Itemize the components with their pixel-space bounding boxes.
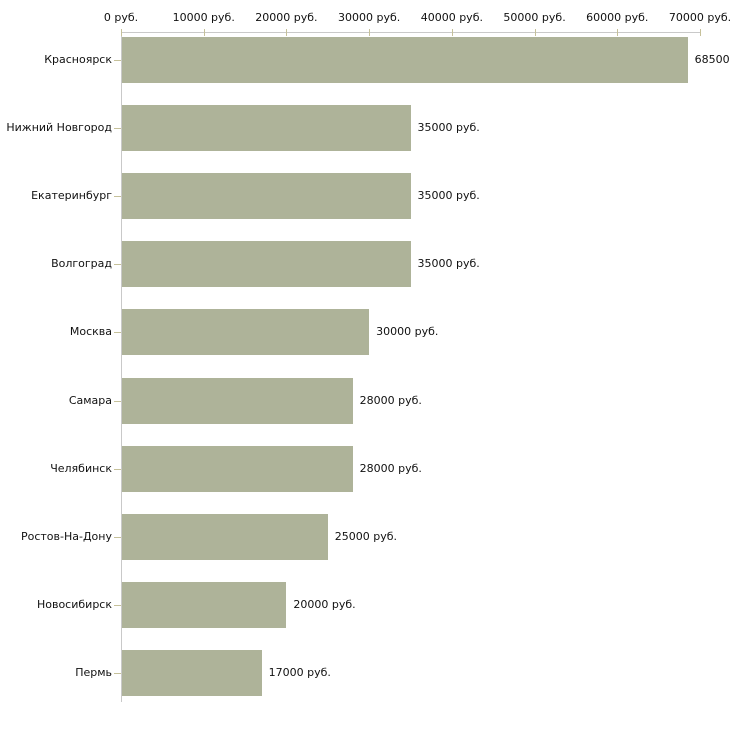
- category-label: Красноярск: [44, 52, 112, 66]
- bar: [122, 172, 411, 219]
- bar: [122, 241, 411, 288]
- bar-value-label: 35000 руб.: [417, 257, 480, 271]
- x-axis-tick-label: 70000 руб.: [668, 11, 730, 24]
- y-axis-tick-mark: [114, 264, 121, 266]
- bar: [122, 445, 353, 492]
- y-axis-tick-mark: [114, 536, 121, 538]
- x-axis-tick-mark: [534, 29, 536, 36]
- bar-value-label: 35000 руб.: [417, 120, 480, 134]
- y-axis-tick-mark: [114, 673, 121, 675]
- bar-value-label: 17000 руб.: [268, 666, 331, 680]
- bar: [122, 36, 688, 83]
- category-label: Пермь: [75, 666, 112, 680]
- y-axis-tick-mark: [114, 59, 121, 61]
- y-axis-tick-mark: [114, 605, 121, 607]
- bar: [122, 582, 287, 629]
- x-axis-tick-label: 20000 руб.: [255, 11, 318, 24]
- y-axis-tick-mark: [114, 332, 121, 334]
- y-axis-line: [121, 32, 122, 702]
- category-label: Ростов-На-Дону: [20, 529, 112, 543]
- bar-value-label: 25000 руб.: [334, 529, 398, 543]
- bar: [122, 309, 370, 356]
- x-axis-tick-mark: [451, 29, 453, 36]
- bar-value-label: 35000 руб.: [417, 188, 480, 202]
- bar: [122, 104, 411, 151]
- x-axis-tick-mark: [203, 29, 205, 36]
- bar: [122, 650, 262, 697]
- bar-value-label: 30000 руб.: [376, 325, 439, 339]
- category-label: Новосибирск: [36, 598, 112, 612]
- y-axis-tick-mark: [114, 127, 121, 129]
- bar-value-label: 28000 руб.: [359, 393, 422, 407]
- x-axis-tick-label: 60000 руб.: [586, 11, 649, 24]
- x-axis-tick-mark: [286, 29, 288, 36]
- category-label: Самара: [68, 393, 112, 407]
- category-label: Волгоград: [51, 257, 112, 271]
- category-label: Челябинск: [50, 461, 112, 475]
- x-axis-tick-label: 40000 руб.: [420, 11, 483, 24]
- category-label: Екатеринбург: [31, 188, 112, 202]
- bar-value-label: 20000 руб.: [293, 598, 356, 612]
- x-axis-tick-label: 0 руб.: [103, 11, 139, 24]
- x-axis-tick-mark: [121, 29, 122, 36]
- bar-value-label: 68500: [694, 52, 730, 66]
- y-axis-tick-mark: [114, 195, 121, 197]
- x-axis-line: [121, 32, 701, 33]
- y-axis-tick-mark: [114, 400, 121, 402]
- x-axis-tick-label: 50000 руб.: [503, 11, 566, 24]
- bar-value-label: 28000 руб.: [359, 461, 422, 475]
- x-axis-tick-mark: [700, 29, 701, 36]
- y-axis-tick-mark: [114, 468, 121, 470]
- x-axis-tick-label: 30000 руб.: [338, 11, 401, 24]
- category-label: Москва: [69, 325, 112, 339]
- x-axis-tick-label: 10000 руб.: [172, 11, 235, 24]
- x-axis-tick-mark: [617, 29, 619, 36]
- category-label: Нижний Новгород: [6, 120, 112, 134]
- bar: [122, 377, 353, 424]
- bar: [122, 513, 328, 560]
- x-axis-tick-mark: [369, 29, 371, 36]
